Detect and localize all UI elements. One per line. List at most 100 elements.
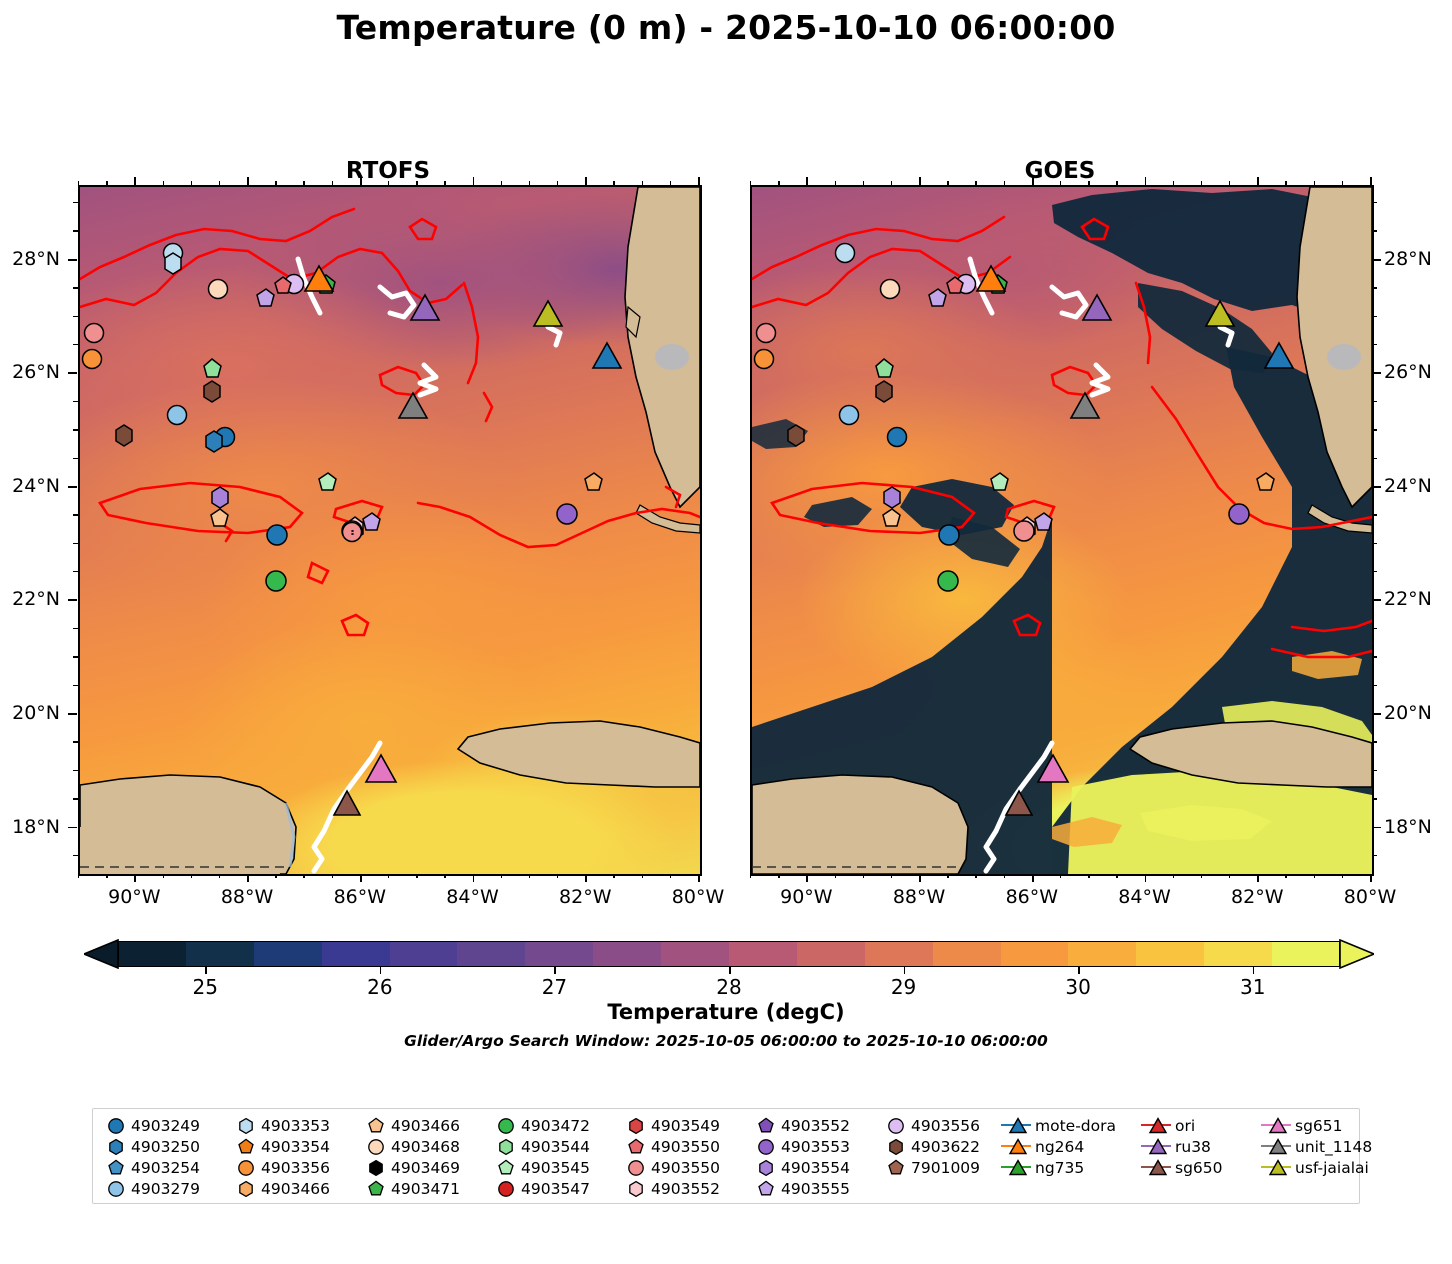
glider-marker-icon: [1261, 1157, 1295, 1179]
legend-item-argo[interactable]: 4903553: [751, 1136, 850, 1157]
legend-label: 4903553: [781, 1137, 851, 1156]
legend-item-argo[interactable]: 7901009: [881, 1157, 980, 1178]
lat-tick-label: 24°N: [12, 474, 60, 497]
observation-markers-goes[interactable]: [752, 187, 1372, 874]
colorbar-tick-label: 30: [1065, 975, 1091, 999]
colorbar[interactable]: [118, 941, 1341, 967]
argo-marker-icon: [491, 1136, 521, 1158]
lon-minor-tick: [1313, 181, 1316, 185]
glider-marker: [975, 264, 1007, 292]
legend-item-glider[interactable]: ru38: [1141, 1136, 1223, 1157]
argo-marker: [211, 486, 229, 509]
colorbar-segment: [729, 941, 798, 967]
legend-item-argo[interactable]: 4903556: [881, 1115, 980, 1136]
legend-item-argo[interactable]: 4903544: [491, 1136, 590, 1157]
lat-minor-tick: [1372, 202, 1377, 204]
lon-minor-tick: [331, 874, 334, 878]
lat-minor-tick: [73, 854, 78, 857]
lat-minor-tick: [73, 315, 78, 317]
lon-minor-tick: [78, 181, 80, 185]
argo-marker-icon: [101, 1157, 131, 1179]
legend-item-glider[interactable]: sg650: [1141, 1157, 1223, 1178]
legend-item-argo[interactable]: 4903468: [361, 1136, 460, 1157]
legend-item-argo[interactable]: 4903353: [231, 1115, 330, 1136]
legend-label: 4903466: [391, 1116, 461, 1135]
legend-column-argo: 4903552 4903553 4903554 4903555: [751, 1115, 850, 1199]
legend-label: 4903471: [391, 1179, 461, 1198]
argo-marker: [83, 322, 105, 344]
argo-marker: [883, 486, 901, 509]
legend-column-argo: 4903549 4903550 4903550 4903552: [621, 1115, 720, 1199]
legend-item-argo[interactable]: 4903469: [361, 1157, 460, 1178]
legend-item-argo[interactable]: 4903554: [751, 1157, 850, 1178]
legend-item-argo[interactable]: 4903466: [231, 1178, 330, 1199]
legend-column-argo: 4903556 4903622 7901009: [881, 1115, 980, 1178]
legend-item-argo[interactable]: 4903250: [101, 1136, 200, 1157]
lat-minor-tick: [73, 343, 78, 346]
legend-column-argo: 4903466 4903468 4903469 4903471: [361, 1115, 460, 1199]
legend-label: ng735: [1035, 1158, 1085, 1177]
lat-tick: [68, 372, 77, 375]
lon-minor-tick: [162, 874, 164, 878]
lon-minor-tick: [669, 874, 672, 878]
legend-item-glider[interactable]: ori: [1141, 1115, 1223, 1136]
legend-item-argo[interactable]: 4903622: [881, 1136, 980, 1157]
legend-item-glider[interactable]: mote-dora: [1001, 1115, 1116, 1136]
lon-tick: [1257, 874, 1260, 882]
legend-item-argo[interactable]: 4903552: [621, 1178, 720, 1199]
map-panel-goes[interactable]: [750, 185, 1374, 876]
argo-marker: [341, 521, 363, 543]
legend-item-argo[interactable]: 4903550: [621, 1157, 720, 1178]
lat-tick-label: 18°N: [12, 815, 60, 838]
map-panel-rtofs[interactable]: [78, 185, 702, 876]
legend-item-argo[interactable]: 4903549: [621, 1115, 720, 1136]
lon-minor-tick: [1285, 874, 1287, 878]
legend-item-argo[interactable]: 4903545: [491, 1157, 590, 1178]
legend-item-argo[interactable]: 4903550: [621, 1136, 720, 1157]
lon-tick-label: 86°W: [333, 886, 387, 908]
lon-minor-tick: [862, 181, 865, 185]
legend-item-argo[interactable]: 4903249: [101, 1115, 200, 1136]
lon-tick: [585, 874, 588, 882]
legend-item-glider[interactable]: sg651: [1261, 1115, 1372, 1136]
legend-item-glider[interactable]: ng735: [1001, 1157, 1116, 1178]
lat-minor-tick: [73, 287, 78, 289]
legend-item-glider[interactable]: usf-jaialai: [1261, 1157, 1372, 1178]
legend-item-argo[interactable]: 4903466: [361, 1115, 460, 1136]
lon-minor-tick: [331, 181, 334, 185]
legend-label: ng264: [1035, 1137, 1085, 1156]
lon-minor-tick: [1060, 874, 1062, 878]
lon-tick-top: [919, 177, 921, 185]
lon-minor-tick: [1116, 874, 1118, 878]
legend-item-argo[interactable]: 4903472: [491, 1115, 590, 1136]
argo-marker-icon: [231, 1136, 261, 1158]
argo-marker-icon: [621, 1178, 651, 1200]
legend-item-glider[interactable]: unit_1148: [1261, 1136, 1372, 1157]
legend-item-argo[interactable]: 4903555: [751, 1178, 850, 1199]
colorbar-segment: [185, 941, 255, 967]
argo-marker: [556, 503, 578, 525]
legend-label: 4903353: [261, 1116, 331, 1135]
legend-item-argo[interactable]: 4903354: [231, 1136, 330, 1157]
legend-item-argo[interactable]: 4903471: [361, 1178, 460, 1199]
observation-markers-rtofs[interactable]: [80, 187, 700, 874]
legend-label: 4903552: [781, 1116, 851, 1135]
argo-marker-icon: [751, 1157, 781, 1179]
argo-marker: [875, 358, 894, 378]
lat-minor-tick: [73, 798, 78, 800]
legend-item-argo[interactable]: 4903547: [491, 1178, 590, 1199]
legend-item-argo[interactable]: 4903279: [101, 1178, 200, 1199]
legend-item-argo[interactable]: 4903552: [751, 1115, 850, 1136]
lon-minor-tick: [1200, 181, 1203, 185]
legend-item-argo[interactable]: 4903356: [231, 1157, 330, 1178]
colorbar-tick-label: 28: [716, 975, 742, 999]
legend-item-glider[interactable]: ng264: [1001, 1136, 1116, 1157]
argo-marker: [81, 348, 103, 370]
argo-marker: [1228, 503, 1250, 525]
lon-tick: [1031, 874, 1034, 882]
colorbar-segment: [457, 941, 526, 967]
legend-item-argo[interactable]: 4903254: [101, 1157, 200, 1178]
lon-tick-top: [1257, 177, 1260, 185]
lon-minor-tick: [388, 181, 390, 185]
lon-minor-tick: [1088, 874, 1090, 878]
